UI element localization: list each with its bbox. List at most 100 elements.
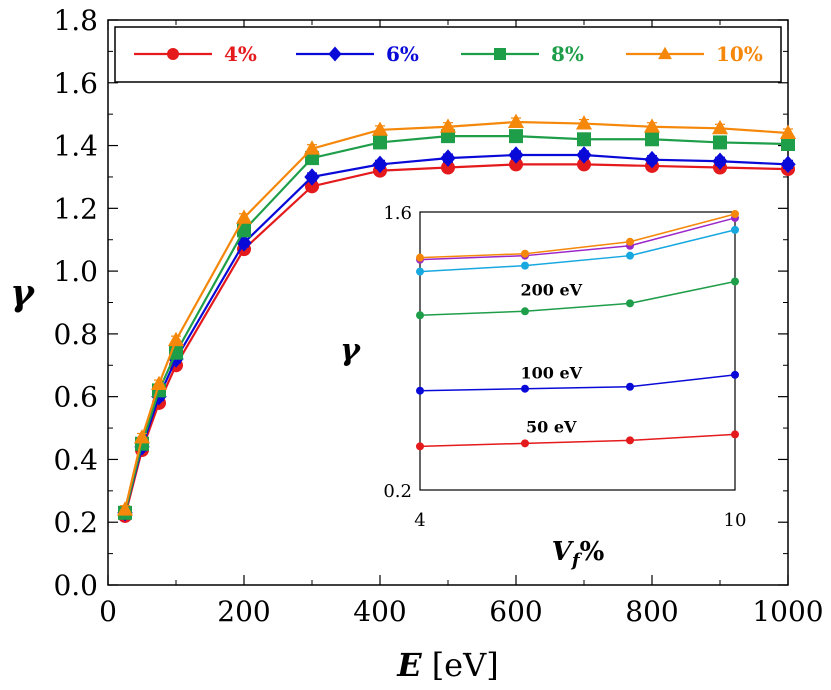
- data-point: [509, 157, 523, 172]
- inset-series-label: 100 eV: [520, 364, 582, 383]
- legend-entry: 10%: [716, 42, 763, 66]
- inset-data-point: [521, 384, 529, 393]
- inset-x-axis-title-suffix: %: [580, 537, 605, 567]
- inset-series-5: [416, 209, 739, 262]
- inset-data-point: [521, 261, 529, 270]
- data-point: [373, 135, 387, 150]
- legend-entry: 4%: [224, 42, 257, 66]
- inset-data-point: [416, 267, 424, 276]
- data-point: [643, 118, 661, 133]
- legend-swatch-marker: [167, 48, 179, 60]
- inset-y-tick-label: 1.6: [383, 203, 412, 224]
- inset-frame: [419, 211, 736, 491]
- legend-swatch-marker: [658, 46, 672, 60]
- data-point: [712, 152, 728, 170]
- legend: 4% 6% 8% 10%: [114, 26, 782, 83]
- inset-data-point: [521, 439, 529, 448]
- inset-series-line: [419, 213, 736, 259]
- y-tick-label: 1.0: [53, 255, 98, 288]
- legend-swatch-marker: [328, 46, 342, 62]
- y-tick-label: 0.2: [53, 506, 98, 539]
- inset-data-point: [731, 225, 739, 234]
- data-point: [575, 115, 593, 130]
- y-tick-label: 0.6: [53, 381, 98, 414]
- data-point: [237, 223, 251, 238]
- data-point: [116, 501, 134, 516]
- x-tick-label: 200: [217, 595, 270, 628]
- data-point: [305, 179, 319, 194]
- inset-data-point: [626, 382, 634, 391]
- legend-entry: 6%: [386, 42, 419, 66]
- x-tick-label: 0: [99, 595, 117, 628]
- data-point: [304, 168, 320, 186]
- inset-y-tick-label: 0.2: [383, 481, 412, 502]
- legend-swatch-marker: [494, 48, 506, 60]
- inset-data-point: [521, 307, 529, 316]
- data-point: [507, 113, 525, 128]
- data-point: [372, 155, 388, 174]
- y-tick-label: 1.8: [53, 4, 98, 37]
- x-tick-label: 600: [489, 595, 542, 628]
- inset-x-tick-label: 4: [414, 510, 425, 531]
- inset-series-line: [419, 374, 736, 392]
- inset-data-point: [416, 311, 424, 320]
- inset-x-axis-title-main: V: [552, 537, 575, 567]
- data-point: [508, 146, 524, 164]
- data-point: [711, 119, 729, 135]
- x-tick-label: 400: [353, 595, 406, 628]
- data-point: [577, 157, 591, 172]
- main-plot: 0.0 0.2 0.4 0.6 0.8 1.0 1.2 1.4 1.6 1.8 0 200 400 600…: [10, 4, 824, 684]
- data-point: [303, 140, 321, 155]
- inset-series-line: [419, 280, 736, 317]
- inset-data-point: [521, 249, 529, 258]
- data-point: [780, 155, 796, 174]
- inset-plot: 0.2 1.6 4 10 Vf% γ 50 eV 100 eV 200 eV: [340, 203, 746, 571]
- data-point: [441, 160, 455, 175]
- legend-entry: 8%: [551, 42, 584, 66]
- inset-y-axis-title: γ: [340, 333, 361, 368]
- inset-series-2: 200 eV: [416, 277, 739, 320]
- data-point: [440, 149, 456, 167]
- inset-series-line: [419, 217, 736, 261]
- x-axis-title: E [eV]: [396, 646, 498, 684]
- inset-data-point: [416, 442, 424, 451]
- data-point: [509, 129, 523, 144]
- data-point: [713, 135, 727, 150]
- legend-box: [114, 26, 782, 83]
- data-point: [577, 132, 591, 147]
- inset-data-point: [416, 253, 424, 262]
- data-point: [371, 121, 389, 136]
- data-point: [167, 331, 185, 347]
- data-point: [576, 146, 592, 164]
- inset-series-label: 50 eV: [526, 417, 577, 436]
- y-tick-label: 0.8: [53, 318, 98, 351]
- inset-series-1: 100 eV: [416, 364, 739, 395]
- inset-series-0: 50 eV: [416, 417, 739, 451]
- data-point: [439, 118, 457, 133]
- x-tick-label: 800: [625, 595, 678, 628]
- x-axis-title-unit: [eV]: [432, 646, 499, 684]
- inset-data-point: [626, 299, 634, 308]
- inset-x-tick-label: 10: [724, 510, 747, 531]
- data-point: [150, 375, 168, 391]
- data-point: [644, 150, 660, 169]
- y-axis-title: γ: [10, 272, 36, 314]
- inset-series-line: [419, 433, 736, 448]
- series-2: [118, 129, 795, 520]
- inset-data-point: [626, 251, 634, 260]
- inset-data-point: [731, 370, 739, 379]
- inset-data-point: [626, 436, 634, 445]
- inset-x-axis-title: Vf%: [552, 537, 605, 571]
- y-tick-label: 1.6: [53, 67, 98, 100]
- inset-series-3: [416, 225, 739, 276]
- inset-series-label: 200 eV: [520, 280, 582, 299]
- y-tick-label: 1.4: [53, 130, 98, 163]
- data-point: [235, 209, 253, 224]
- data-point: [236, 234, 252, 252]
- data-point: [781, 136, 795, 151]
- series-3: [116, 113, 797, 516]
- y-tick-label: 1.2: [53, 192, 98, 225]
- inset-data-point: [731, 209, 739, 218]
- inset-data-point: [731, 277, 739, 286]
